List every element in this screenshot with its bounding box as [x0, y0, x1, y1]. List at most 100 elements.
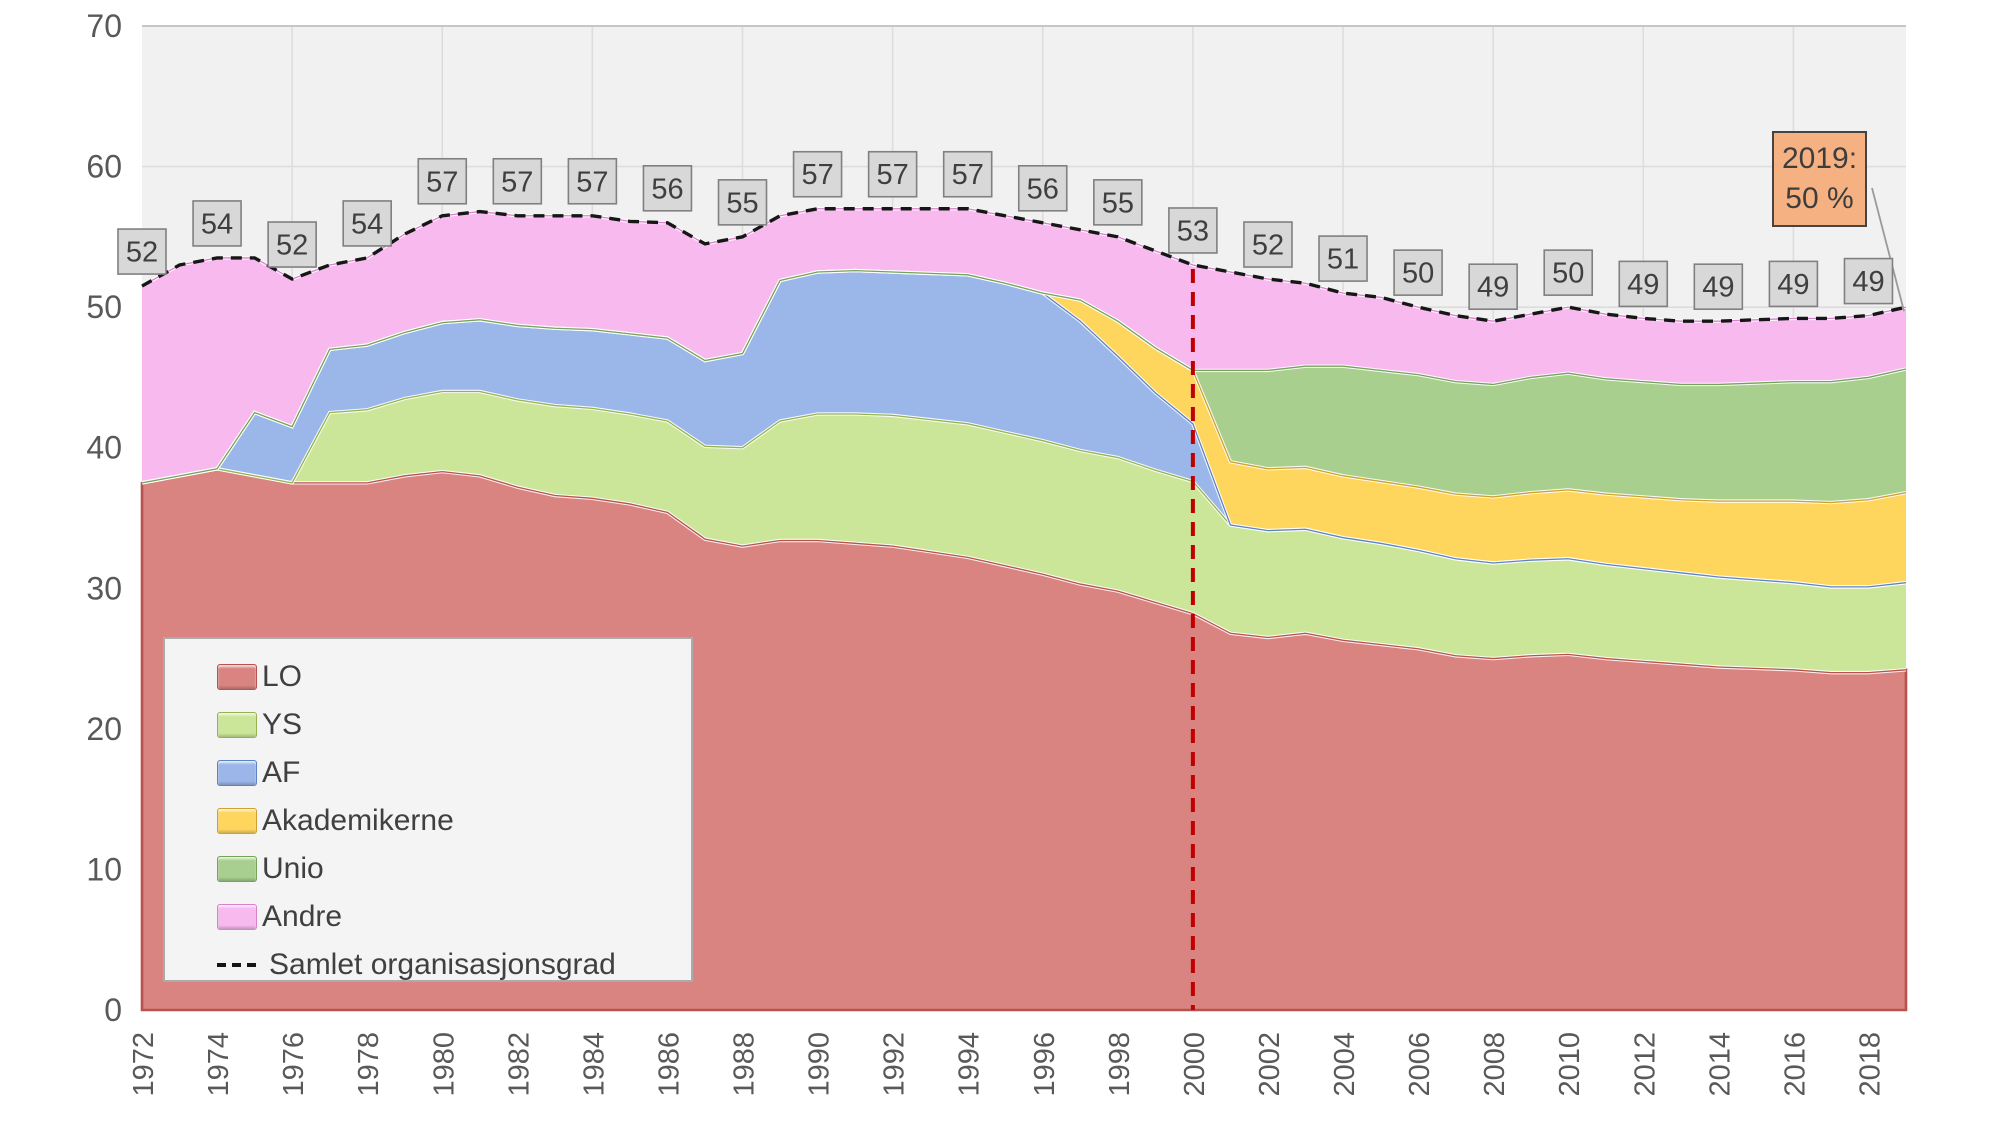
data-label-value: 51 [1327, 244, 1359, 276]
x-axis-tick-label: 1988 [729, 1032, 761, 1097]
x-axis-tick-label: 1984 [578, 1032, 610, 1097]
area-andre [142, 208, 1906, 483]
data-label-value: 55 [726, 187, 758, 219]
x-axis-tick-label: 1972 [128, 1032, 160, 1097]
y-axis-tick-label: 50 [86, 289, 122, 325]
data-label-box [642, 165, 693, 212]
legend-label: LO [262, 660, 303, 693]
x-axis-tick-label: 1978 [353, 1032, 385, 1097]
data-label-value: 50 [1402, 258, 1434, 290]
legend-swatch-af [217, 760, 257, 786]
data-label-box [1017, 165, 1068, 212]
legend-item-lo: LO [217, 653, 691, 701]
data-label-box [1843, 257, 1894, 305]
x-axis-tick-label: 2002 [1254, 1032, 1286, 1097]
legend-item-total-line: Samlet organisasjonsgrad [217, 941, 691, 989]
legend-item-unio: Unio [217, 845, 691, 893]
x-axis-tick-label: 1976 [278, 1032, 310, 1097]
data-label-value: 57 [877, 159, 909, 191]
x-axis-tick-label: 2000 [1179, 1032, 1211, 1097]
annotation-2019-box: 2019: 50 % [1772, 131, 1867, 227]
data-label-box [1093, 179, 1143, 226]
area-top-border [141, 269, 1907, 484]
data-label-value: 54 [351, 208, 383, 240]
data-label-box [717, 179, 768, 226]
x-axis-tick-label: 2008 [1479, 1032, 1511, 1097]
data-label-box [1318, 235, 1368, 282]
data-label-value: 52 [1252, 230, 1284, 262]
x-axis-tick-label: 2004 [1329, 1032, 1361, 1097]
x-axis-tick-label: 2012 [1629, 1032, 1661, 1097]
annotation-line2: 50 % [1785, 182, 1854, 215]
y-axis-tick-label: 0 [104, 992, 122, 1028]
legend-swatch-ys [217, 712, 257, 738]
legend-label: AF [262, 756, 301, 789]
x-axis-tick-label: 1992 [879, 1032, 911, 1097]
legend-label: Andre [262, 900, 343, 933]
legend-item-af: AF [217, 749, 691, 797]
data-label-box [492, 157, 543, 205]
data-label-value: 50 [1552, 258, 1584, 290]
data-label-value: 57 [576, 166, 608, 198]
y-axis-tick-label: 10 [86, 851, 122, 887]
data-label-value: 52 [126, 237, 158, 269]
legend-swatch-andre [217, 904, 257, 930]
x-axis-tick-label: 2016 [1779, 1032, 1811, 1097]
y-axis-tick-label: 30 [86, 570, 122, 606]
data-label-box [1543, 249, 1594, 296]
x-axis-tick-label: 1994 [954, 1032, 986, 1097]
area-unio [142, 270, 1906, 503]
data-label-value: 49 [1702, 272, 1734, 304]
data-label-value: 52 [276, 230, 308, 262]
x-axis-tick-label: 1980 [428, 1032, 460, 1097]
x-axis-tick-label: 2018 [1854, 1032, 1886, 1097]
data-label-value: 57 [952, 159, 984, 191]
x-axis-tick-label: 1998 [1104, 1032, 1136, 1097]
data-label-box [792, 150, 843, 198]
legend: LO YS AF Akademikerne Unio Andre Samlet organi… [163, 637, 693, 982]
data-label-value: 55 [1102, 187, 1134, 219]
area-akademikerne [142, 270, 1906, 587]
legend-item-akademikerne: Akademikerne [217, 797, 691, 845]
area-ys [142, 391, 1906, 673]
x-axis-tick-label: 2006 [1404, 1032, 1436, 1097]
x-axis-tick-label: 1982 [503, 1032, 535, 1097]
data-label-value: 54 [201, 208, 233, 240]
y-axis-tick-label: 60 [86, 149, 122, 185]
data-label-value: 49 [1477, 272, 1509, 304]
y-axis-tick-label: 40 [86, 430, 122, 466]
data-label-box [567, 157, 618, 205]
x-axis-tick-label: 1986 [653, 1032, 685, 1097]
data-label-value: 57 [426, 166, 458, 198]
legend-label: Unio [262, 852, 324, 885]
x-axis-tick-label: 1974 [203, 1032, 235, 1097]
legend-rows: LO YS AF Akademikerne Unio Andre Samlet organi… [217, 653, 691, 989]
legend-label: Akademikerne [262, 804, 454, 837]
legend-swatch-lo [217, 664, 257, 690]
data-label-value: 57 [501, 166, 533, 198]
area-top-border [141, 468, 1907, 674]
data-label-box [267, 221, 317, 268]
data-label-box [942, 150, 993, 198]
data-label-box [1693, 263, 1744, 311]
y-axis-tick-label: 20 [86, 711, 122, 747]
data-label-box [1618, 260, 1669, 308]
data-label-box [117, 228, 167, 275]
data-label-box [192, 200, 242, 247]
data-label-value: 53 [1177, 215, 1209, 247]
x-axis-tick-label: 1996 [1029, 1032, 1061, 1097]
data-label-box [867, 150, 918, 198]
data-label-box [1243, 221, 1293, 268]
dashed-line-icon [217, 963, 261, 967]
legend-label: YS [262, 708, 303, 741]
x-axis-tick-label: 2014 [1704, 1032, 1736, 1097]
data-label-box [1168, 207, 1218, 254]
data-label-box [342, 200, 392, 247]
annotation-leader-line [1871, 187, 1905, 312]
area-af [142, 270, 1906, 587]
legend-item-andre: Andre [217, 893, 691, 941]
legend-swatch-akademikerne [217, 808, 257, 834]
data-label-value: 49 [1627, 269, 1659, 301]
data-label-box [417, 157, 468, 205]
